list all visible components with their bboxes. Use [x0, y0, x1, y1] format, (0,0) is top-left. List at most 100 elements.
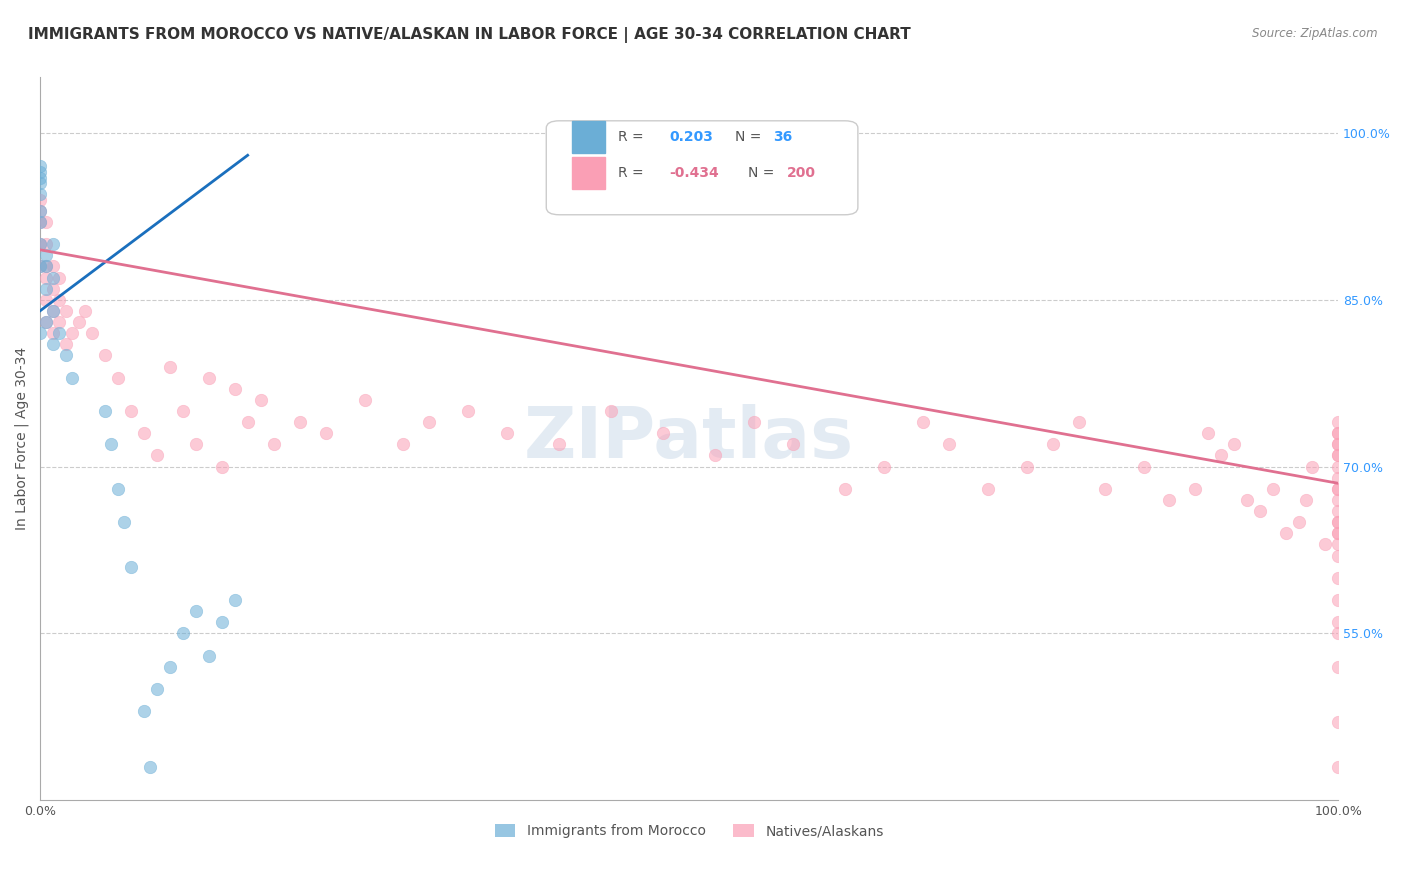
- Point: [1327, 760, 1350, 774]
- Point: [42, 260, 65, 274]
- Text: Source: ZipAtlas.com: Source: ZipAtlas.com: [1253, 27, 1378, 40]
- Point: [1327, 449, 1350, 463]
- Point: [48, 315, 70, 329]
- FancyBboxPatch shape: [547, 120, 858, 215]
- Point: [172, 404, 194, 418]
- Point: [42, 304, 65, 318]
- Point: [28, 260, 51, 274]
- Point: [1327, 482, 1350, 496]
- Point: [28, 176, 51, 190]
- Point: [28, 237, 51, 252]
- Point: [197, 370, 219, 384]
- Point: [1159, 493, 1181, 508]
- Point: [315, 426, 337, 441]
- Point: [28, 203, 51, 218]
- Point: [42, 237, 65, 252]
- Point: [1327, 504, 1350, 518]
- Point: [35, 282, 58, 296]
- Point: [94, 348, 117, 362]
- Point: [782, 437, 804, 451]
- Text: 0.203: 0.203: [669, 129, 713, 144]
- Point: [211, 615, 233, 630]
- Point: [145, 449, 167, 463]
- Point: [67, 315, 90, 329]
- Point: [652, 426, 675, 441]
- Point: [1327, 715, 1350, 730]
- Point: [1197, 426, 1219, 441]
- Point: [1327, 449, 1350, 463]
- Point: [1327, 471, 1350, 485]
- Text: N =: N =: [748, 166, 773, 180]
- Point: [35, 248, 58, 262]
- Point: [28, 193, 51, 207]
- Point: [288, 415, 311, 429]
- Point: [600, 404, 623, 418]
- Text: 36: 36: [773, 129, 793, 144]
- Point: [197, 648, 219, 663]
- Point: [35, 293, 58, 307]
- Point: [42, 326, 65, 341]
- Point: [94, 404, 117, 418]
- Point: [834, 482, 856, 496]
- Point: [75, 304, 97, 318]
- Text: 200: 200: [786, 166, 815, 180]
- Point: [1327, 415, 1350, 429]
- Point: [28, 237, 51, 252]
- Point: [35, 237, 58, 252]
- Y-axis label: In Labor Force | Age 30-34: In Labor Force | Age 30-34: [15, 347, 30, 531]
- Point: [911, 415, 934, 429]
- Point: [55, 304, 77, 318]
- Point: [1327, 537, 1350, 551]
- Point: [704, 449, 727, 463]
- Point: [60, 326, 83, 341]
- Point: [418, 415, 440, 429]
- Point: [55, 348, 77, 362]
- Point: [224, 382, 246, 396]
- Bar: [572, 157, 605, 189]
- Point: [112, 515, 135, 529]
- Point: [139, 760, 162, 774]
- Point: [1327, 493, 1350, 508]
- Point: [1327, 426, 1350, 441]
- Point: [42, 270, 65, 285]
- Point: [1295, 493, 1317, 508]
- Point: [42, 304, 65, 318]
- Point: [48, 270, 70, 285]
- Point: [457, 404, 479, 418]
- Point: [35, 315, 58, 329]
- Point: [1263, 482, 1285, 496]
- Point: [35, 315, 58, 329]
- Point: [100, 437, 122, 451]
- Point: [1288, 515, 1310, 529]
- Point: [107, 482, 129, 496]
- Point: [1327, 615, 1350, 630]
- Point: [873, 459, 896, 474]
- Point: [28, 187, 51, 202]
- Point: [120, 404, 142, 418]
- Point: [42, 282, 65, 296]
- Point: [1249, 504, 1271, 518]
- Point: [159, 659, 181, 673]
- Point: [28, 215, 51, 229]
- Point: [184, 604, 207, 618]
- Point: [1132, 459, 1154, 474]
- Point: [145, 681, 167, 696]
- Text: ZIPatlas: ZIPatlas: [524, 404, 855, 474]
- Point: [28, 160, 51, 174]
- Point: [1275, 526, 1298, 541]
- Text: IMMIGRANTS FROM MOROCCO VS NATIVE/ALASKAN IN LABOR FORCE | AGE 30-34 CORRELATION: IMMIGRANTS FROM MOROCCO VS NATIVE/ALASKA…: [28, 27, 911, 43]
- Point: [1327, 437, 1350, 451]
- Point: [132, 704, 155, 718]
- Point: [1211, 449, 1233, 463]
- Point: [224, 593, 246, 607]
- Point: [1327, 593, 1350, 607]
- Point: [496, 426, 519, 441]
- Point: [120, 559, 142, 574]
- Point: [1094, 482, 1116, 496]
- Point: [1184, 482, 1206, 496]
- Point: [55, 337, 77, 351]
- Legend: Immigrants from Morocco, Natives/Alaskans: Immigrants from Morocco, Natives/Alaskan…: [489, 819, 889, 844]
- Point: [263, 437, 285, 451]
- Point: [1236, 493, 1258, 508]
- Point: [938, 437, 960, 451]
